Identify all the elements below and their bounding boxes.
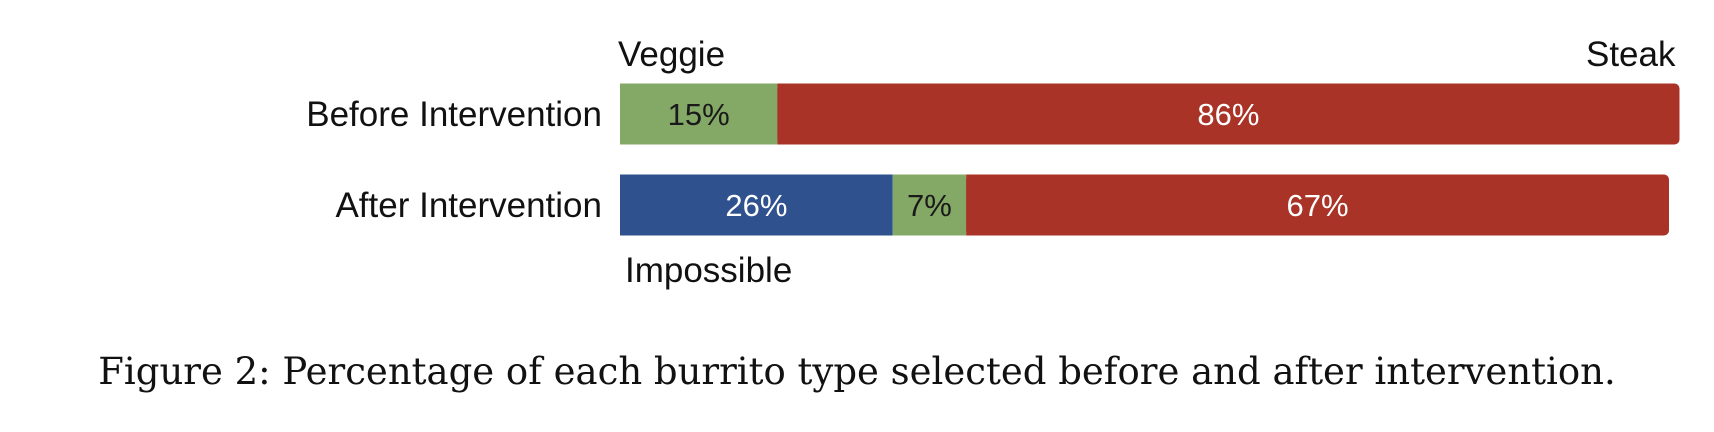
bar-steak-before-intervention-edge [777,83,786,145]
data-label-veggie-after-intervention: 7% [907,188,952,223]
stacked-bar-chart: Before Intervention After Intervention 15%… [306,35,1680,290]
figure-caption: Figure 2: Percentage of each burrito typ… [98,350,1616,393]
data-label-veggie-before-intervention: 15% [668,97,730,132]
bar-veggie-before-intervention [620,83,778,145]
data-label-steak-before-intervention: 86% [1197,97,1259,132]
category-label-before-intervention: Before Intervention [306,95,602,134]
series-label-steak: Steak [1586,35,1676,74]
category-label-after-intervention: After Intervention [335,186,602,225]
series-label-impossible: Impossible [625,251,792,290]
data-label-impossible-after-intervention: 26% [725,188,787,223]
bar-veggie-after-intervention [892,174,967,236]
data-label-steak-after-intervention: 67% [1287,188,1349,223]
bar-steak-after-intervention [966,174,1669,236]
chart-svg: Before Intervention After Intervention 15%… [306,35,1680,290]
bar-steak-before-intervention [777,83,1680,145]
bar-impossible-after-intervention [620,174,893,236]
series-label-veggie: Veggie [618,35,725,74]
bar-steak-after-intervention-edge [966,174,975,236]
